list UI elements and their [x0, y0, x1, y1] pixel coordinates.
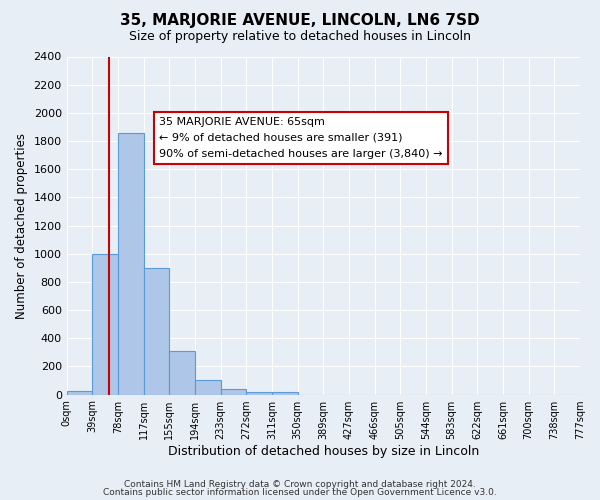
Bar [195, 380, 221, 394]
Text: 35, MARJORIE AVENUE, LINCOLN, LN6 7SD: 35, MARJORIE AVENUE, LINCOLN, LN6 7SD [120, 12, 480, 28]
Bar [221, 389, 247, 394]
Text: 35 MARJORIE AVENUE: 65sqm
← 9% of detached houses are smaller (391)
90% of semi-: 35 MARJORIE AVENUE: 65sqm ← 9% of detach… [159, 118, 443, 158]
Bar [118, 132, 143, 394]
Bar [169, 351, 195, 395]
Text: Contains HM Land Registry data © Crown copyright and database right 2024.: Contains HM Land Registry data © Crown c… [124, 480, 476, 489]
Text: Contains public sector information licensed under the Open Government Licence v3: Contains public sector information licen… [103, 488, 497, 497]
Bar [67, 391, 92, 394]
X-axis label: Distribution of detached houses by size in Lincoln: Distribution of detached houses by size … [168, 444, 479, 458]
Bar [143, 268, 169, 394]
Y-axis label: Number of detached properties: Number of detached properties [15, 132, 28, 318]
Text: Size of property relative to detached houses in Lincoln: Size of property relative to detached ho… [129, 30, 471, 43]
Bar [92, 254, 118, 394]
Bar [247, 392, 272, 394]
Bar [272, 392, 298, 394]
